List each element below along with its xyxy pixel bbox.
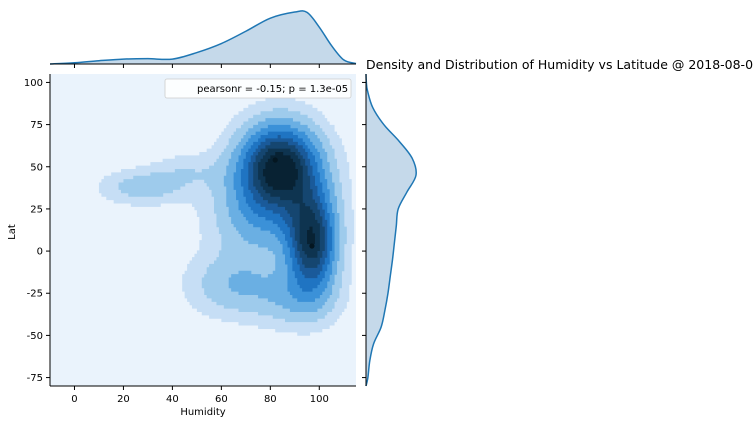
y-tick-label: -75 xyxy=(27,373,43,384)
y-tick-label: -25 xyxy=(27,289,43,300)
y-tick-label: 25 xyxy=(30,204,43,215)
legend: pearsonr = -0.15; p = 1.3e-05 xyxy=(164,78,352,99)
y-tick-label: 100 xyxy=(24,78,43,89)
y-tick-label: 50 xyxy=(30,162,43,173)
kde-level-9 xyxy=(262,152,315,245)
x-tick-label: 0 xyxy=(71,394,77,405)
x-tick-label: 20 xyxy=(117,394,130,405)
y-tick-label: 0 xyxy=(37,247,43,258)
x-tick-label: 80 xyxy=(264,394,277,405)
y-axis-label: Lat xyxy=(7,224,18,240)
x-axis-ticks: 0 20 40 60 80 100 xyxy=(71,386,329,405)
marginal-x-density xyxy=(49,10,357,65)
legend-text: pearsonr = -0.15; p = 1.3e-05 xyxy=(197,84,348,95)
marginal-x-ticks xyxy=(73,64,320,68)
legend-box xyxy=(164,78,352,99)
y-tick-label: 75 xyxy=(30,120,43,131)
chart-title: Density and Distribution of Humidity vs … xyxy=(366,57,754,72)
kde-peak-1 xyxy=(272,157,278,163)
marginal-x-area xyxy=(50,10,356,64)
marginal-y-area xyxy=(366,74,417,386)
marginal-x-line xyxy=(49,10,357,65)
x-tick-label: 60 xyxy=(215,394,228,405)
x-tick-label: 40 xyxy=(166,394,179,405)
kde-peak-2 xyxy=(309,243,315,249)
y-axis-ticks: -75 -50 -25 0 25 50 75 100 xyxy=(24,78,50,384)
kde-density-contours xyxy=(98,97,355,336)
x-tick-label: 100 xyxy=(310,394,329,405)
marginal-y-line xyxy=(365,73,417,387)
y-tick-label: -50 xyxy=(27,331,43,342)
x-axis-label: Humidity xyxy=(180,407,225,418)
marginal-y-ticks xyxy=(362,81,366,379)
kde-peaks xyxy=(272,157,315,249)
marginal-y-density xyxy=(365,73,417,387)
